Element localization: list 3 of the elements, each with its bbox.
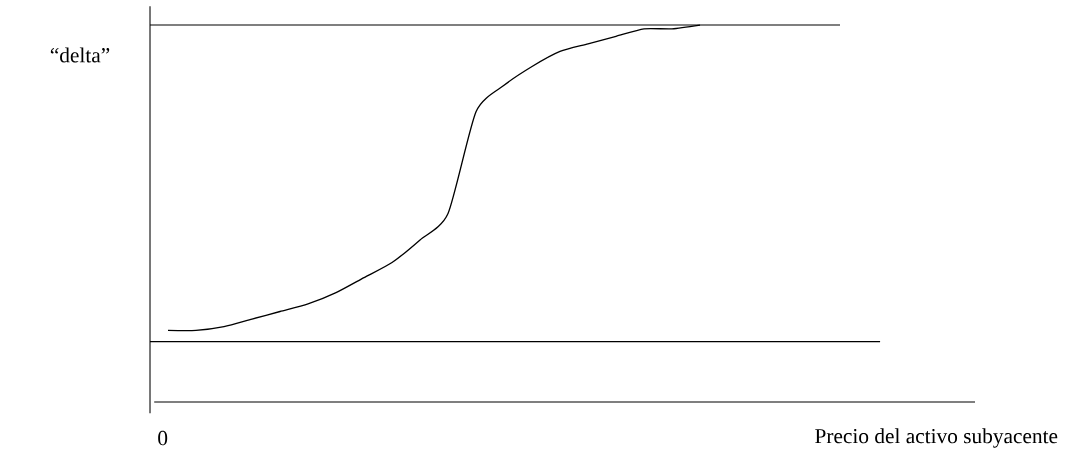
y-axis-title: “delta” [50,47,110,63]
x-axis-title: Precio del activo subyacente [815,428,1058,448]
text: 0 [158,430,168,446]
